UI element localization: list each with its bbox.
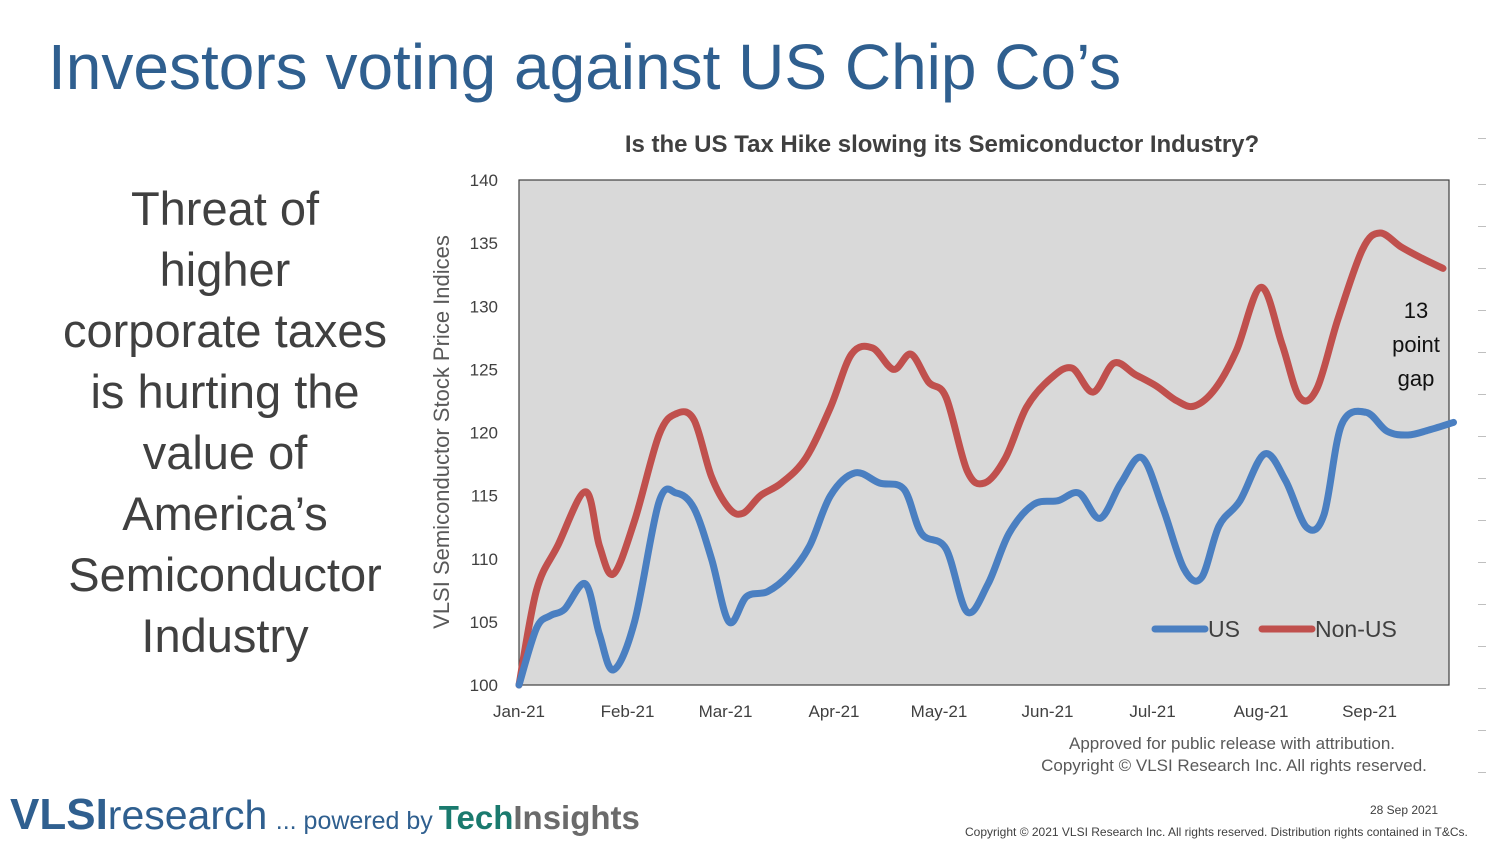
y-tick-label: 120 — [470, 424, 498, 443]
edge-dash — [1478, 310, 1486, 311]
y-axis-label: VLSI Semiconductor Stock Price Indices — [429, 235, 454, 629]
gap-annotation: 13 point gap — [1392, 298, 1440, 391]
edge-dash — [1478, 730, 1486, 731]
plot-area — [518, 179, 1450, 686]
y-tick-label: 110 — [471, 550, 498, 569]
edge-dash — [1478, 604, 1486, 605]
edge-dash — [1478, 184, 1486, 185]
x-tick-label: Jul-21 — [1129, 702, 1175, 721]
side-text-line: higher — [159, 243, 291, 296]
footer-copyright: Copyright © 2021 VLSI Research Inc. All … — [965, 825, 1468, 839]
logo-powered-by: ... powered by — [275, 807, 433, 835]
legend-nonus-label: Non-US — [1315, 616, 1397, 642]
edge-dash — [1478, 772, 1486, 773]
y-tick-label: 105 — [470, 613, 498, 632]
y-tick-labels: 100 105 110 115 120 125 130 135 140 — [470, 171, 498, 695]
y-tick-label: 135 — [470, 234, 498, 253]
x-tick-label: Aug-21 — [1234, 702, 1289, 721]
side-text-line: corporate taxes — [63, 304, 387, 357]
x-tick-label: Jun-21 — [1022, 702, 1074, 721]
side-text-line: is hurting the — [90, 365, 360, 418]
side-text-line: value of — [142, 426, 308, 479]
annotation-line: point — [1392, 332, 1440, 357]
attribution-line: Approved for public release with attribu… — [1069, 734, 1395, 753]
logo-vlsi: VLSI — [10, 790, 108, 839]
y-tick-label: 100 — [470, 676, 498, 695]
x-tick-label: May-21 — [911, 702, 968, 721]
side-text-line: America’s — [122, 487, 328, 540]
slide-title: Investors voting against US Chip Co’s — [48, 31, 1122, 103]
series-lines — [515, 229, 1457, 689]
edge-dash — [1478, 520, 1486, 521]
series-line-non-us — [515, 229, 1447, 689]
x-tick-label: Apr-21 — [808, 702, 859, 721]
x-tick-label: Sep-21 — [1342, 702, 1397, 721]
x-tick-label: Feb-21 — [601, 702, 655, 721]
side-text: Threat of higher corporate taxes is hurt… — [40, 178, 410, 666]
edge-dash — [1478, 394, 1486, 395]
edge-dash — [1478, 268, 1486, 269]
annotation-line: gap — [1398, 366, 1435, 391]
y-tick-label: 140 — [470, 171, 498, 190]
company-logo: VLSIresearch ... powered by TechInsights — [10, 790, 640, 840]
y-tick-label: 130 — [470, 297, 498, 316]
x-tick-label: Mar-21 — [699, 702, 753, 721]
edge-dash — [1478, 226, 1486, 227]
chart-title: Is the US Tax Hike slowing its Semicondu… — [625, 131, 1259, 158]
y-tick-label: 125 — [470, 360, 498, 379]
side-text-line: Industry — [141, 609, 309, 662]
y-tick-label: 115 — [471, 487, 498, 506]
edge-dash — [1478, 688, 1486, 689]
series-line-us — [515, 407, 1457, 689]
side-text-line: Threat of — [130, 182, 320, 235]
edge-dash — [1478, 436, 1486, 437]
edge-dash — [1478, 352, 1486, 353]
legend-us-label: US — [1208, 616, 1240, 642]
edge-dash — [1478, 478, 1486, 479]
edge-dash — [1478, 562, 1486, 563]
edge-dash — [1478, 646, 1486, 647]
footer-date: 28 Sep 2021 — [1370, 803, 1439, 817]
x-tick-label: Jan-21 — [493, 702, 545, 721]
side-text-line: Semiconductor — [68, 548, 382, 601]
x-tick-labels: Jan-21 Feb-21 Mar-21 Apr-21 May-21 Jun-21 Jul-… — [493, 702, 1397, 721]
logo-insights: Insights — [513, 799, 640, 836]
legend: US Non-US — [1151, 616, 1397, 642]
attribution-line: Copyright © VLSI Research Inc. All right… — [1041, 756, 1427, 775]
logo-tech: Tech — [438, 799, 514, 836]
edge-dash — [1478, 138, 1486, 139]
annotation-line: 13 — [1404, 298, 1428, 323]
logo-research: research — [107, 792, 268, 838]
